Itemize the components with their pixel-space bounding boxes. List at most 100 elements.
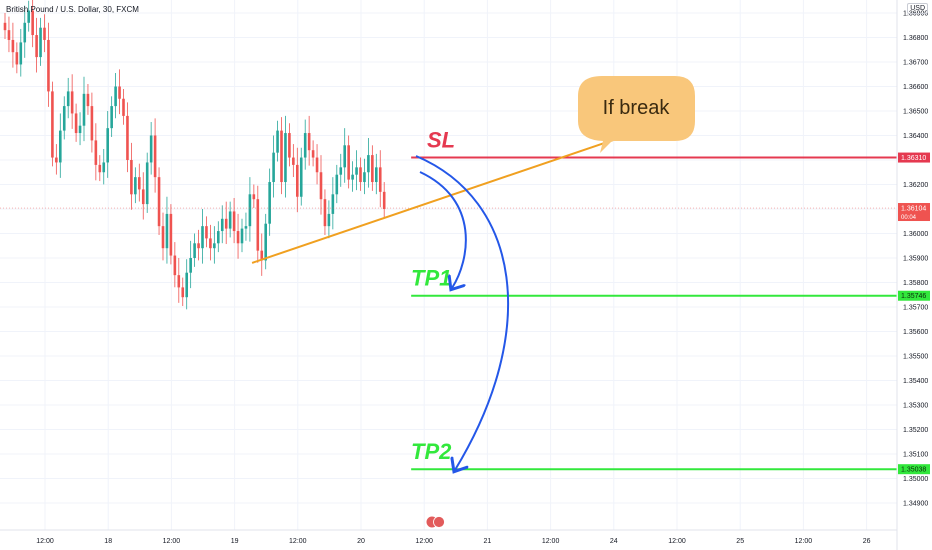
time-tick-label: 12:00 <box>163 538 181 545</box>
time-axis[interactable]: 12:00 18 12:00 19 12:00 20 12:00 21 12:00 24 12:00… <box>0 516 897 546</box>
candle-body <box>299 157 303 197</box>
candle-body <box>130 160 133 195</box>
price-tick-label: 1.36500 <box>903 109 928 116</box>
candle-body <box>240 228 244 244</box>
candlestick-series <box>3 0 386 310</box>
price-tick-label: 1.35400 <box>903 378 928 385</box>
price-tick-label: 1.35900 <box>903 256 928 263</box>
candle-body <box>327 213 331 227</box>
candle-body <box>7 30 11 40</box>
time-tick-label: 12:00 <box>289 538 307 545</box>
candle-body <box>43 27 46 40</box>
price-tick-label: 1.35800 <box>903 280 928 287</box>
candle-body <box>363 172 366 183</box>
candle-body <box>311 150 315 158</box>
arrow-to-tp1 <box>419 171 467 288</box>
price-tick-label: 1.35300 <box>903 403 928 410</box>
candle-body <box>82 93 86 126</box>
candle-body <box>106 128 109 163</box>
candle-body <box>177 275 181 288</box>
event-flag-icon <box>433 516 445 528</box>
price-axis[interactable]: 1.36900 1.36800 1.36700 1.36600 1.36500 1.364… <box>896 0 928 550</box>
candle-body <box>359 167 362 183</box>
candle-body <box>217 231 220 244</box>
candle-body <box>236 231 240 244</box>
candle-body <box>169 213 173 256</box>
price-tick-label: 1.34900 <box>903 501 928 508</box>
candle-body <box>102 162 106 173</box>
candle-body <box>51 91 54 158</box>
candle-body <box>161 226 165 249</box>
candle-body <box>280 130 283 183</box>
candle-body <box>256 199 260 251</box>
callout-bubble <box>578 76 695 153</box>
candle-body <box>319 172 323 200</box>
time-tick-label: 18 <box>104 538 112 545</box>
grid-lines <box>0 0 897 530</box>
price-tick-label: 1.36200 <box>903 182 928 189</box>
time-tick-label: 20 <box>357 538 365 545</box>
price-tick-label: 1.36000 <box>903 231 928 238</box>
candle-body <box>224 218 228 229</box>
candle-body <box>86 93 90 107</box>
callout-text: If break <box>603 97 671 119</box>
candle-body <box>39 27 42 58</box>
candle-body <box>323 199 327 227</box>
time-tick-label: 19 <box>231 538 239 545</box>
candle-body <box>138 177 141 190</box>
current-price-tag-bg <box>898 203 930 222</box>
candle-body <box>59 130 62 163</box>
candle-body <box>126 115 129 160</box>
sl-price-tag-bg <box>898 152 930 163</box>
candle-body <box>213 243 216 249</box>
candle-body <box>367 155 370 173</box>
time-tick-label: 12:00 <box>668 538 686 545</box>
candle-body <box>193 243 196 258</box>
candle-body <box>35 35 38 58</box>
candle-body <box>15 52 19 65</box>
tp2-price-tag-bg <box>898 464 930 475</box>
candle-body <box>90 106 94 141</box>
sl-label: SL <box>427 128 455 153</box>
candle-body <box>189 258 192 273</box>
candle-body <box>220 218 224 232</box>
current-price-tag: 1.36104 <box>901 206 926 213</box>
candle-body <box>165 213 169 249</box>
current-price-tag-countdown: 00:04 <box>901 215 917 221</box>
candle-body <box>197 243 200 249</box>
candle-body <box>272 152 275 183</box>
tp1-price-tag: 1.35746 <box>901 293 926 300</box>
candle-body <box>23 22 27 43</box>
candle-body <box>11 39 15 53</box>
price-tick-label: 1.36900 <box>903 11 928 18</box>
candle-body <box>228 211 232 229</box>
price-tick-label: 1.35100 <box>903 452 928 459</box>
candle-body <box>378 167 382 192</box>
tp1-label: TP1 <box>411 266 451 291</box>
candle-body <box>78 125 82 134</box>
time-tick-label: 12:00 <box>542 538 560 545</box>
candle-body <box>201 226 204 249</box>
price-tick-label: 1.36600 <box>903 84 928 91</box>
annotations: SL TP1 TP2 If break <box>251 76 695 470</box>
candle-body <box>149 135 153 163</box>
time-tick-label: 21 <box>484 538 492 545</box>
candle-body <box>31 10 34 36</box>
candle-body <box>292 157 295 165</box>
candle-body <box>145 162 149 205</box>
candle-body <box>303 133 307 158</box>
candle-body <box>27 10 30 23</box>
candle-body <box>382 191 386 209</box>
time-tick-label: 12:00 <box>36 538 54 545</box>
price-tick-label: 1.36700 <box>903 60 928 67</box>
candle-body <box>19 42 23 65</box>
candle-body <box>62 106 66 131</box>
candle-body <box>232 211 236 232</box>
candle-body <box>284 133 287 183</box>
tp2-price-tag: 1.35038 <box>901 467 926 474</box>
candle-body <box>173 255 177 276</box>
candle-body <box>110 106 113 129</box>
candle-body <box>134 177 137 195</box>
currency-label[interactable]: USD <box>907 3 928 14</box>
